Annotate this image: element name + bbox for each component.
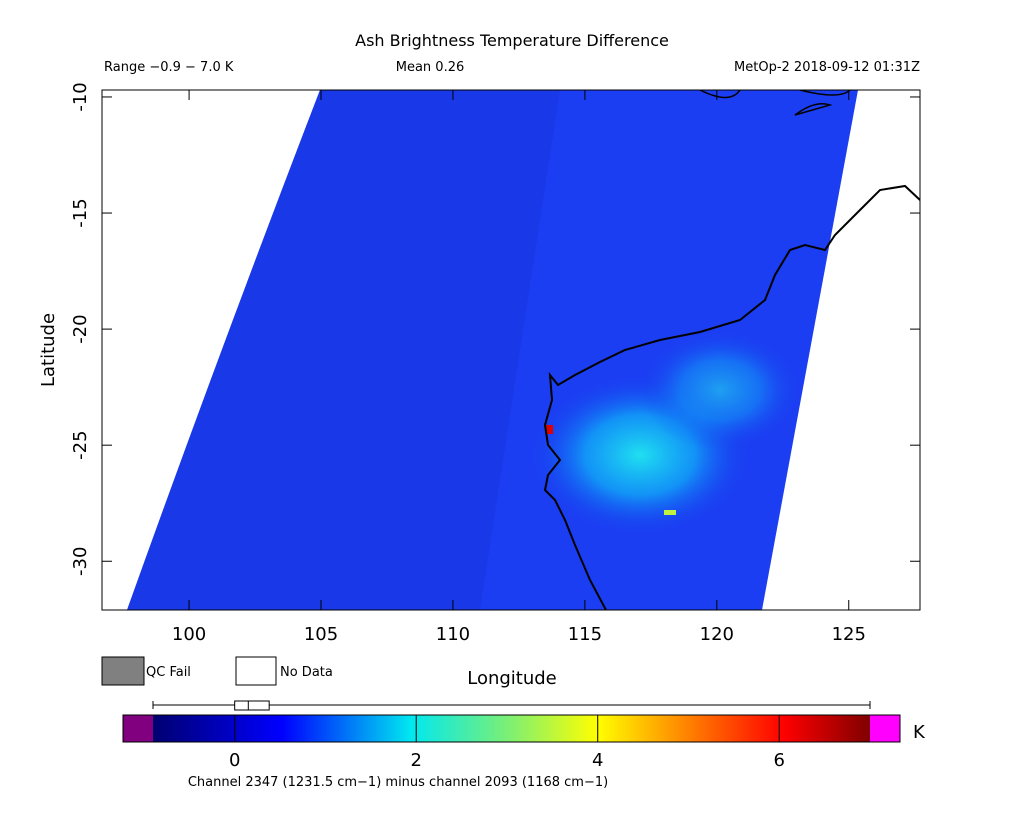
colorbar-tick-label: 0 — [229, 750, 240, 771]
colorbar-tick-label: 6 — [774, 750, 785, 771]
title: Ash Brightness Temperature Difference — [355, 31, 669, 50]
colorbar-tick-label: 2 — [410, 750, 421, 771]
y-tick-label: -30 — [70, 547, 91, 576]
x-tick-label: 105 — [304, 624, 338, 645]
source-label: MetOp-2 2018-09-12 01:31Z — [734, 60, 920, 75]
y-axis-label: Latitude — [38, 313, 59, 387]
colorbar-under — [123, 715, 153, 742]
swath — [127, 90, 920, 610]
colorbar-unit: K — [913, 722, 926, 743]
mean-label: Mean 0.26 — [396, 60, 465, 75]
y-tick-label: -10 — [70, 82, 91, 111]
y-tick-label: -25 — [70, 430, 91, 459]
boxplot-box — [234, 700, 270, 711]
range-label: Range −0.9 − 7.0 K — [104, 60, 234, 75]
colorbar — [153, 715, 870, 742]
y-tick-label: -15 — [70, 198, 91, 227]
legend-swatch — [235, 656, 277, 686]
x-tick-label: 120 — [700, 624, 734, 645]
x-tick-label: 100 — [172, 624, 206, 645]
plot-frame — [101, 89, 921, 611]
y-tick-label: -20 — [70, 314, 91, 343]
x-tick-label: 115 — [568, 624, 602, 645]
x-axis-label: Longitude — [467, 668, 557, 689]
x-tick-label: 125 — [832, 624, 866, 645]
legend-label: No Data — [280, 665, 333, 680]
legend-swatch — [101, 656, 145, 686]
colorbar-over — [870, 715, 900, 742]
x-tick-label: 110 — [436, 624, 470, 645]
colorbar-frame — [122, 714, 901, 743]
colorbar-label: Channel 2347 (1231.5 cm−1) minus channel… — [188, 775, 608, 790]
legend-label: QC Fail — [146, 665, 191, 680]
colorbar-tick-label: 4 — [592, 750, 603, 771]
